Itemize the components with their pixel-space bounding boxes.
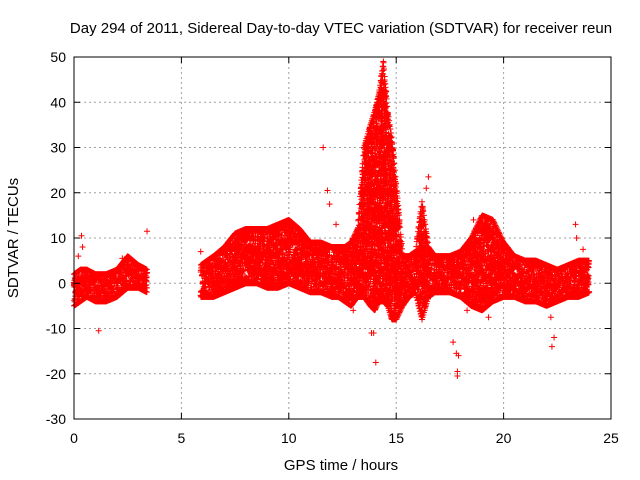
data-point xyxy=(202,273,209,280)
data-point xyxy=(143,289,150,296)
data-points xyxy=(70,58,593,380)
grid-lines xyxy=(74,57,611,419)
data-point xyxy=(143,266,150,273)
data-point xyxy=(97,292,104,299)
data-point xyxy=(123,277,130,284)
data-point xyxy=(92,279,99,286)
data-point xyxy=(142,277,149,284)
